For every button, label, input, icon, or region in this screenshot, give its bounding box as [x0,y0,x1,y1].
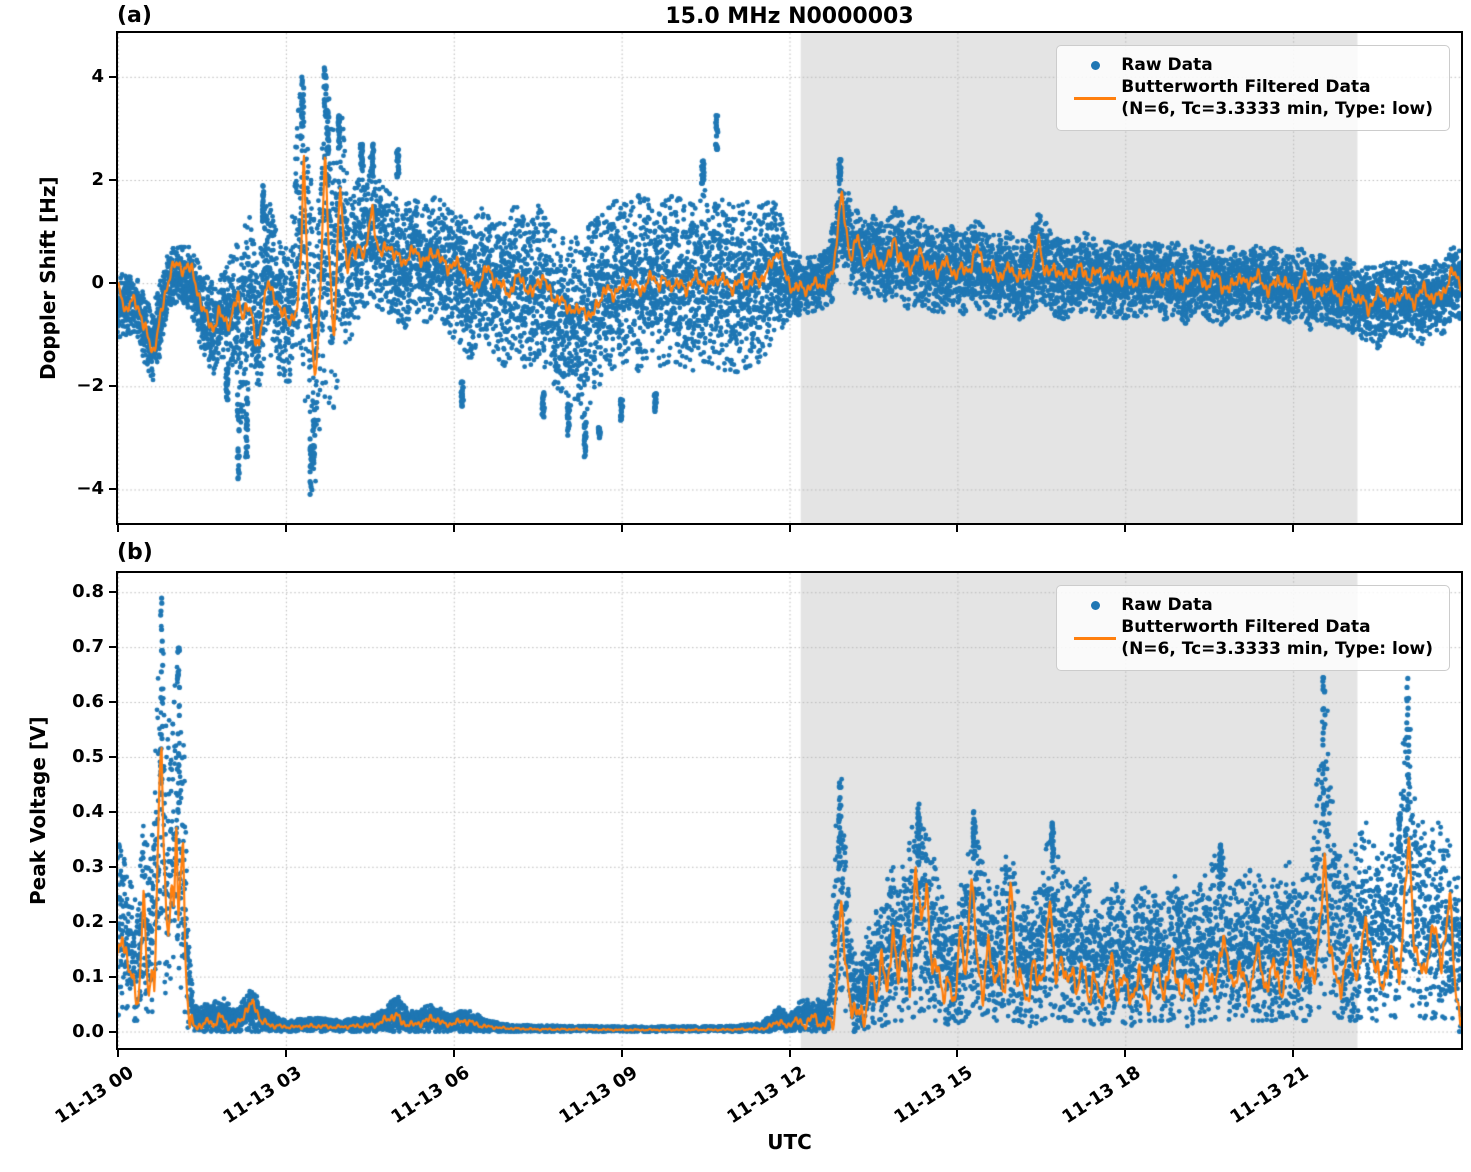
y-tick-label: 0.3 [72,855,104,877]
raw-data-marker-icon [1069,60,1121,70]
y-tick-label: 0.7 [72,636,104,658]
panel-b-plot-area: Raw Data Butterworth Filtered Data (N=6,… [116,571,1463,1050]
legend-row-raw: Raw Data [1069,594,1433,616]
x-tick [788,525,791,532]
x-tick [452,1050,455,1057]
x-tick [956,525,959,532]
y-tick [109,385,116,388]
panel-b-ylabel: Peak Voltage [V] [26,716,50,905]
y-tick [109,75,116,78]
legend-row-filtered: Butterworth Filtered Data (N=6, Tc=3.333… [1069,76,1433,120]
panel-a-plot-area: Raw Data Butterworth Filtered Data (N=6,… [116,31,1463,525]
figure-title: 15.0 MHz N0000003 [665,4,914,29]
y-tick-label: 0.4 [72,800,104,822]
y-tick-label: 0.1 [72,965,104,987]
legend-row-filtered: Butterworth Filtered Data (N=6, Tc=3.333… [1069,616,1433,660]
x-tick-label: 11-13 06 [387,1062,474,1129]
legend-raw-label: Raw Data [1121,55,1213,75]
x-tick [452,525,455,532]
x-tick [620,1050,623,1057]
x-tick [956,1050,959,1057]
x-tick [117,525,119,532]
filtered-line-marker-icon [1069,96,1121,100]
x-tick-label: 11-13 21 [1226,1062,1313,1129]
x-tick [1292,1050,1295,1057]
x-tick [1124,1050,1127,1057]
x-tick [117,1050,119,1057]
panel-a-tag: (a) [117,3,152,28]
y-tick [109,646,116,649]
y-tick-label: 0.6 [72,691,104,713]
y-tick-label: 0.0 [72,1020,104,1042]
filtered-line-marker-icon [1069,636,1121,640]
x-tick-label: 11-13 00 [51,1062,138,1129]
x-tick-label: 11-13 09 [555,1062,642,1129]
x-tick [1124,525,1127,532]
y-tick-label: 0.2 [72,910,104,932]
y-tick [109,810,116,813]
x-axis-label: UTC [767,1130,812,1154]
x-tick [620,525,623,532]
y-tick [109,920,116,923]
legend-row-raw: Raw Data [1069,54,1433,76]
panel-b-legend: Raw Data Butterworth Filtered Data (N=6,… [1056,585,1450,671]
y-tick [109,1030,116,1033]
y-tick [109,975,116,978]
x-tick-label: 11-13 03 [219,1062,306,1129]
legend-filtered-label: Butterworth Filtered Data (N=6, Tc=3.333… [1121,617,1433,659]
x-tick [284,1050,287,1057]
panel-b-tag: (b) [117,540,153,565]
x-tick [788,1050,791,1057]
y-tick-label: 0.8 [72,581,104,603]
y-tick [109,755,116,758]
y-tick-label: 0.5 [72,745,104,767]
panel-a-ylabel: Doppler Shift [Hz] [36,176,60,380]
y-tick [109,865,116,868]
x-tick-label: 11-13 18 [1058,1062,1145,1129]
y-tick [109,282,116,285]
x-tick [1292,525,1295,532]
y-tick [109,591,116,594]
raw-data-marker-icon [1069,600,1121,610]
x-tick-label: 11-13 12 [722,1062,809,1129]
y-tick [109,701,116,704]
legend-raw-label: Raw Data [1121,595,1213,615]
panel-a-legend: Raw Data Butterworth Filtered Data (N=6,… [1056,45,1450,131]
x-tick [284,525,287,532]
legend-filtered-label: Butterworth Filtered Data (N=6, Tc=3.333… [1121,77,1433,119]
y-tick [109,488,116,491]
y-tick [109,179,116,181]
x-tick-label: 11-13 15 [890,1062,977,1129]
